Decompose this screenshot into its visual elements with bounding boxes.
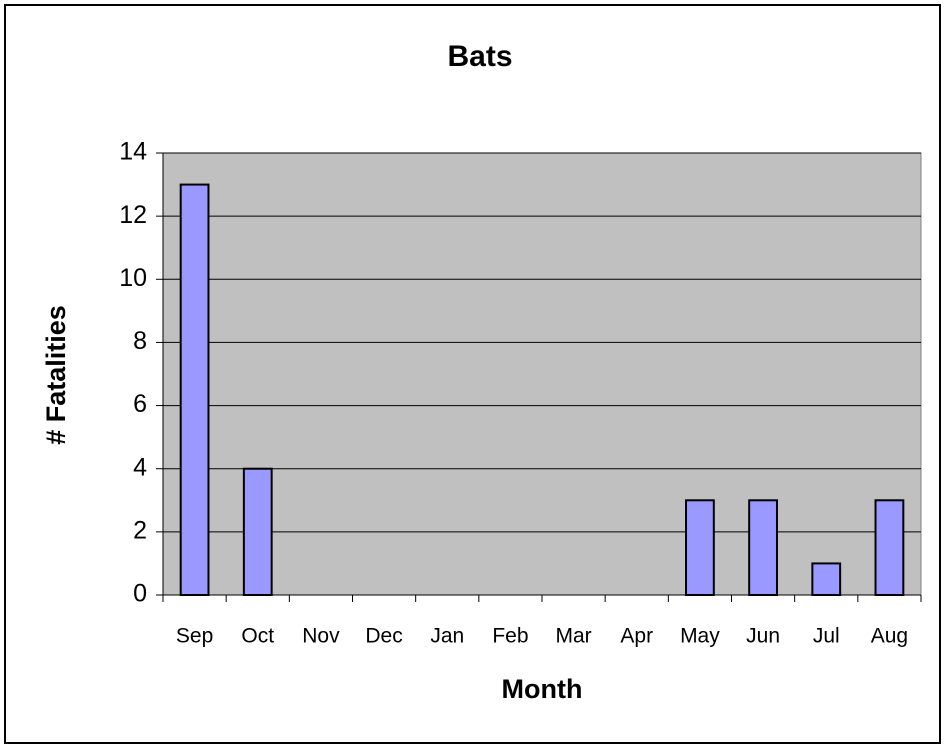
x-tick-label: Jul (813, 625, 840, 648)
bar (242, 467, 273, 597)
y-tick-label: 2 (133, 516, 147, 544)
y-tick-label: 14 (119, 138, 147, 166)
x-tick-label: Oct (241, 625, 274, 648)
x-tick-label: Aug (871, 625, 908, 648)
bar (685, 499, 715, 596)
y-tick-label: 10 (119, 264, 147, 292)
x-tick-label: Mar (555, 625, 591, 648)
x-tick-label: Nov (302, 625, 340, 648)
bar (811, 562, 842, 597)
y-tick-label: 8 (133, 327, 147, 355)
y-axis-label: # Fatalities (41, 305, 71, 445)
x-tick-label: Jan (430, 625, 464, 648)
x-axis-label: Month (502, 674, 583, 704)
x-tick-label: Jun (746, 625, 780, 648)
x-tick-label: May (680, 625, 720, 648)
y-tick-label: 0 (133, 580, 147, 608)
x-tick-label: Sep (176, 625, 213, 648)
x-tick-label: Dec (365, 625, 402, 648)
y-tick-label: 4 (133, 453, 147, 481)
x-tick-label: Feb (492, 625, 528, 648)
plot-area (162, 152, 922, 596)
y-tick-label: 6 (133, 390, 147, 418)
y-tick-label: 12 (119, 201, 147, 229)
x-tick-label: Apr (620, 625, 653, 648)
bar (179, 183, 210, 596)
bar (748, 499, 778, 596)
bar (874, 499, 905, 596)
chart-title: Bats (447, 40, 512, 73)
